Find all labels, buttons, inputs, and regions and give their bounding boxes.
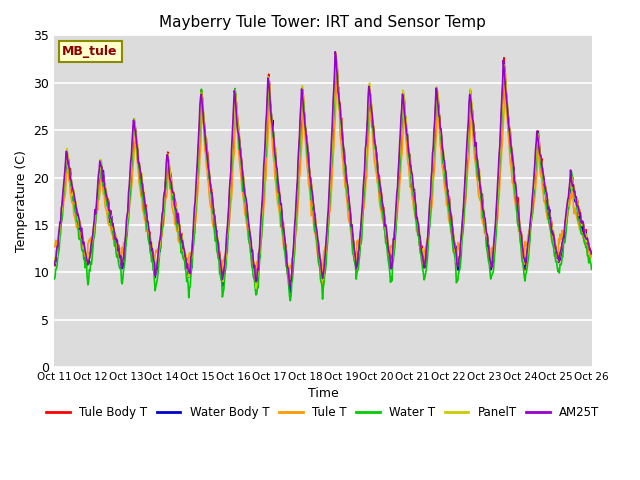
Tule T <box>113 248 121 253</box>
PanelT <box>51 255 58 261</box>
Title: Mayberry Tule Tower: IRT and Sensor Temp: Mayberry Tule Tower: IRT and Sensor Temp <box>159 15 486 30</box>
PanelT <box>239 171 246 177</box>
Line: AM25T: AM25T <box>54 52 591 287</box>
Tule Body T <box>259 188 267 193</box>
Water Body T <box>332 59 340 64</box>
AM25T <box>588 251 595 257</box>
Tule Body T <box>113 242 121 248</box>
Water Body T <box>239 172 246 178</box>
PanelT <box>212 228 220 234</box>
Tule T <box>380 220 387 226</box>
Line: Tule T: Tule T <box>54 64 591 285</box>
AM25T <box>380 208 387 214</box>
Tule T <box>319 282 326 288</box>
Tule Body T <box>410 188 417 193</box>
Line: Water T: Water T <box>54 55 591 301</box>
Tule Body T <box>332 50 340 56</box>
Tule Body T <box>239 173 246 179</box>
Line: PanelT: PanelT <box>54 53 591 288</box>
AM25T <box>113 237 121 243</box>
Water T <box>113 252 121 258</box>
Text: MB_tule: MB_tule <box>62 45 118 58</box>
Water T <box>332 52 340 58</box>
Tule T <box>588 253 595 259</box>
Water Body T <box>51 260 58 265</box>
AM25T <box>239 170 246 176</box>
Line: Tule Body T: Tule Body T <box>54 53 591 288</box>
Water T <box>287 298 294 304</box>
Water Body T <box>113 242 121 248</box>
Water Body T <box>287 289 294 295</box>
Water T <box>259 204 267 209</box>
Line: Water Body T: Water Body T <box>54 61 591 292</box>
Tule T <box>259 217 267 223</box>
X-axis label: Time: Time <box>308 387 339 400</box>
Tule Body T <box>51 259 58 265</box>
Tule T <box>333 61 341 67</box>
PanelT <box>588 252 595 257</box>
Tule Body T <box>285 285 292 291</box>
PanelT <box>332 50 340 56</box>
Water Body T <box>588 251 595 256</box>
Water T <box>212 234 220 240</box>
Water Body T <box>259 196 267 202</box>
Tule Body T <box>588 250 595 256</box>
AM25T <box>212 226 220 232</box>
Tule T <box>212 236 220 241</box>
Y-axis label: Temperature (C): Temperature (C) <box>15 150 28 252</box>
Water T <box>588 266 595 272</box>
Legend: Tule Body T, Water Body T, Tule T, Water T, PanelT, AM25T: Tule Body T, Water Body T, Tule T, Water… <box>42 402 604 424</box>
Tule T <box>51 243 58 249</box>
Tule T <box>410 206 417 212</box>
Water Body T <box>410 194 417 200</box>
AM25T <box>332 49 339 55</box>
Tule Body T <box>212 229 220 235</box>
PanelT <box>252 286 260 291</box>
Water Body T <box>212 228 220 233</box>
PanelT <box>410 191 417 196</box>
AM25T <box>259 179 267 185</box>
Water T <box>380 218 387 224</box>
Tule T <box>239 191 246 196</box>
AM25T <box>286 284 294 289</box>
Water Body T <box>380 207 387 213</box>
PanelT <box>380 206 387 212</box>
Water T <box>239 188 246 194</box>
AM25T <box>51 262 58 268</box>
Water T <box>51 276 58 282</box>
PanelT <box>113 240 121 246</box>
PanelT <box>260 181 268 187</box>
AM25T <box>410 188 417 194</box>
Tule Body T <box>380 204 387 210</box>
Water T <box>410 192 417 197</box>
